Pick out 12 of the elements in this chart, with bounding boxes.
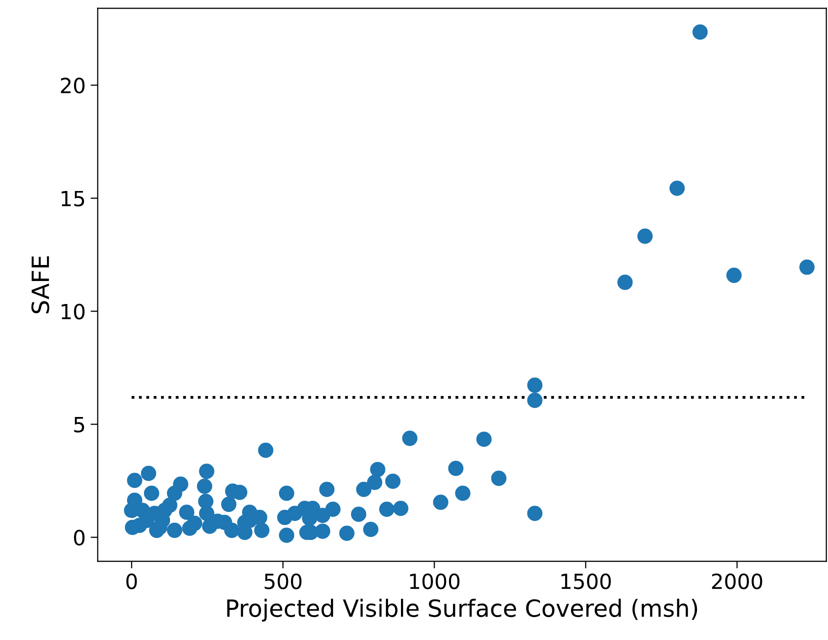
x-tick-label: 1000 [410, 573, 460, 590]
x-tick-label: 1500 [561, 573, 611, 590]
y-tick-label: 0 [74, 530, 85, 546]
y-tick-label: 20 [60, 78, 85, 94]
y-tick-label: 5 [74, 417, 84, 432]
x-axis-title: Projected Visible Surface Covered (msh) [227, 598, 698, 622]
x-tick-label: 0 [126, 573, 137, 590]
x-tick-label: 2000 [712, 573, 762, 590]
y-tick-label: 10 [62, 304, 85, 320]
y-axis-title: SAFE [31, 256, 50, 314]
y-tick-label: 15 [62, 190, 84, 206]
x-tick-label: 500 [264, 573, 302, 590]
